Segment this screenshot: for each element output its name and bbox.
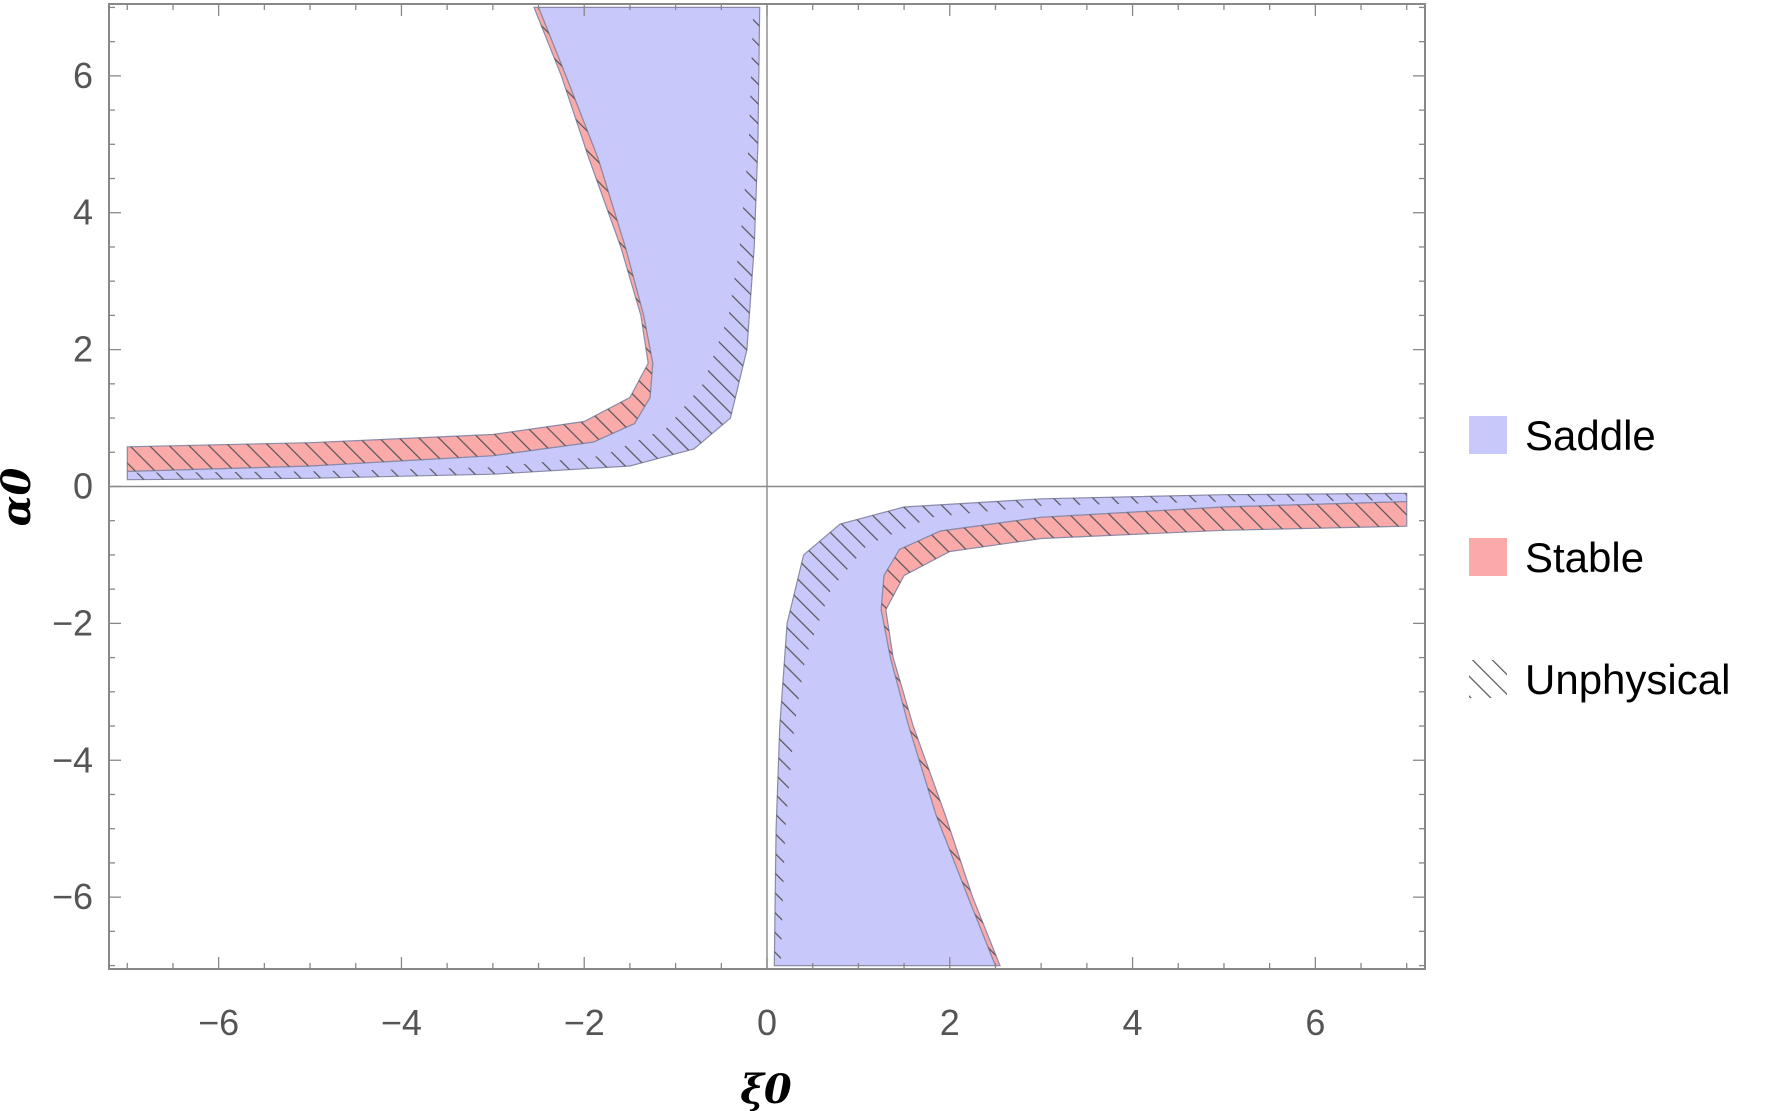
x-axis-title: ξ0 (740, 1066, 792, 1111)
zero-axis-lines (109, 4, 1425, 969)
legend-item-saddle: Saddle (1469, 412, 1656, 459)
saddle-region-1 (126, 6, 761, 481)
tick-labels: −6 −4 −2 0 2 4 6 −6 −4 −2 0 2 4 6 (52, 55, 1325, 1043)
legend: Saddle Stable Unphysical (1469, 412, 1730, 703)
legend-swatch (1469, 416, 1507, 454)
unphysical-region-1 (127, 7, 653, 472)
legend-swatch (1469, 660, 1507, 698)
legend-label: Unphysical (1525, 656, 1730, 703)
y-tick-label: 2 (73, 329, 93, 370)
unphysical-region-3 (881, 501, 1407, 966)
x-tick-label: 2 (940, 1002, 960, 1043)
y-tick-label: 6 (73, 55, 93, 96)
x-tick-label: 6 (1305, 1002, 1325, 1043)
unphysical-region-4 (774, 493, 1407, 966)
unphysical-region-2 (127, 7, 760, 480)
x-tick-label: 0 (757, 1002, 777, 1043)
tick-marks (109, 4, 1425, 969)
legend-item-unphysical: Unphysical (1469, 656, 1730, 703)
legend-label: Saddle (1525, 412, 1656, 459)
y-tick-label: −4 (52, 739, 93, 780)
regions-layer (126, 6, 1408, 967)
x-tick-label: 4 (1123, 1002, 1143, 1043)
y-axis-title: α0 (0, 468, 40, 527)
legend-label: Stable (1525, 534, 1644, 581)
x-tick-label: −6 (198, 1002, 239, 1043)
saddle-region-2 (773, 492, 1408, 967)
y-tick-label: 0 (73, 466, 93, 507)
x-tick-label: −4 (381, 1002, 422, 1043)
y-tick-label: 4 (73, 192, 93, 233)
legend-swatch (1469, 538, 1507, 576)
y-tick-label: −6 (52, 876, 93, 917)
legend-item-stable: Stable (1469, 534, 1644, 581)
x-tick-label: −2 (564, 1002, 605, 1043)
y-tick-label: −2 (52, 602, 93, 643)
